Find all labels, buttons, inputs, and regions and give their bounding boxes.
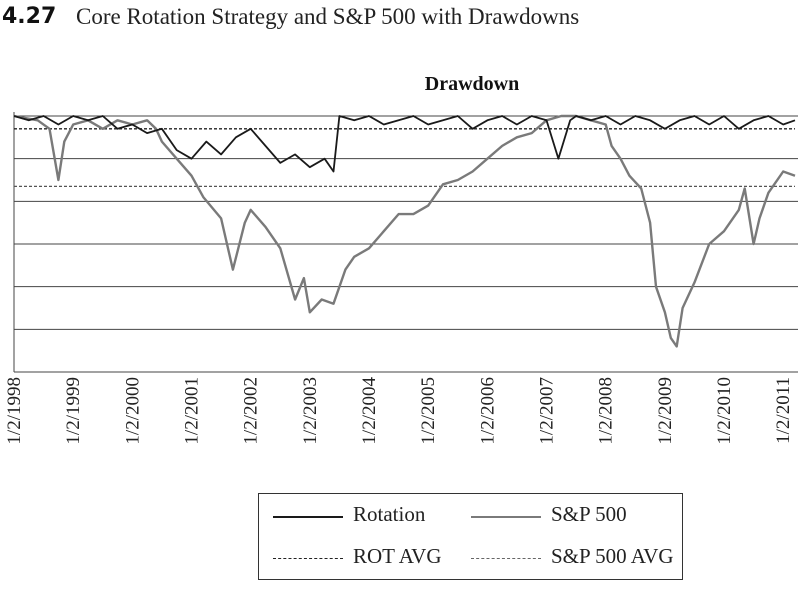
legend-label-sp500: S&P 500: [551, 502, 627, 526]
x-tick-label: 1/2/1999: [63, 377, 84, 445]
series-line-rotation: [13, 115, 796, 173]
legend-swatch-rot-avg: [273, 558, 343, 559]
x-tick-label: 1/2/2002: [241, 377, 262, 445]
x-tick-label: 1/2/2011: [773, 377, 794, 444]
x-tick-label: 1/2/2000: [122, 377, 143, 445]
legend-label-sp500-avg: S&P 500 AVG: [551, 544, 674, 568]
series-layer: [13, 114, 796, 348]
x-tick-label: 1/2/2008: [596, 377, 617, 445]
x-tick-label: 1/2/2004: [359, 377, 380, 445]
x-tick-label: 1/2/1998: [4, 377, 25, 445]
legend-swatch-rotation: [273, 516, 343, 518]
legend-label-rotation: Rotation: [353, 502, 426, 526]
x-tick-label: 1/2/2009: [655, 377, 676, 445]
grid-lines: [14, 115, 798, 373]
x-tick-label: 1/2/2001: [182, 377, 203, 445]
x-tick-label: 1/2/2007: [537, 377, 558, 445]
legend-label-rot-avg: ROT AVG: [353, 544, 442, 568]
series-line-s-p-500: [13, 114, 796, 348]
figure-title: Core Rotation Strategy and S&P 500 with …: [76, 4, 580, 29]
chart-title: Drawdown: [425, 73, 519, 95]
x-tick-label: 1/2/2005: [418, 377, 439, 445]
legend: Rotation S&P 500 ROT AVG S&P 500 AVG: [258, 493, 683, 580]
figure-number: 4.27: [2, 4, 57, 29]
legend-swatch-sp500-avg: [471, 558, 541, 559]
x-tick-label: 1/2/2010: [714, 377, 735, 445]
x-tick-label: 1/2/2006: [477, 377, 498, 445]
x-axis-ticks: 1/2/1998 1/2/1999 1/2/2000 1/2/2001 1/2/2002…: [4, 377, 794, 445]
legend-swatch-sp500: [471, 516, 541, 518]
x-tick-label: 1/2/2003: [300, 377, 321, 445]
